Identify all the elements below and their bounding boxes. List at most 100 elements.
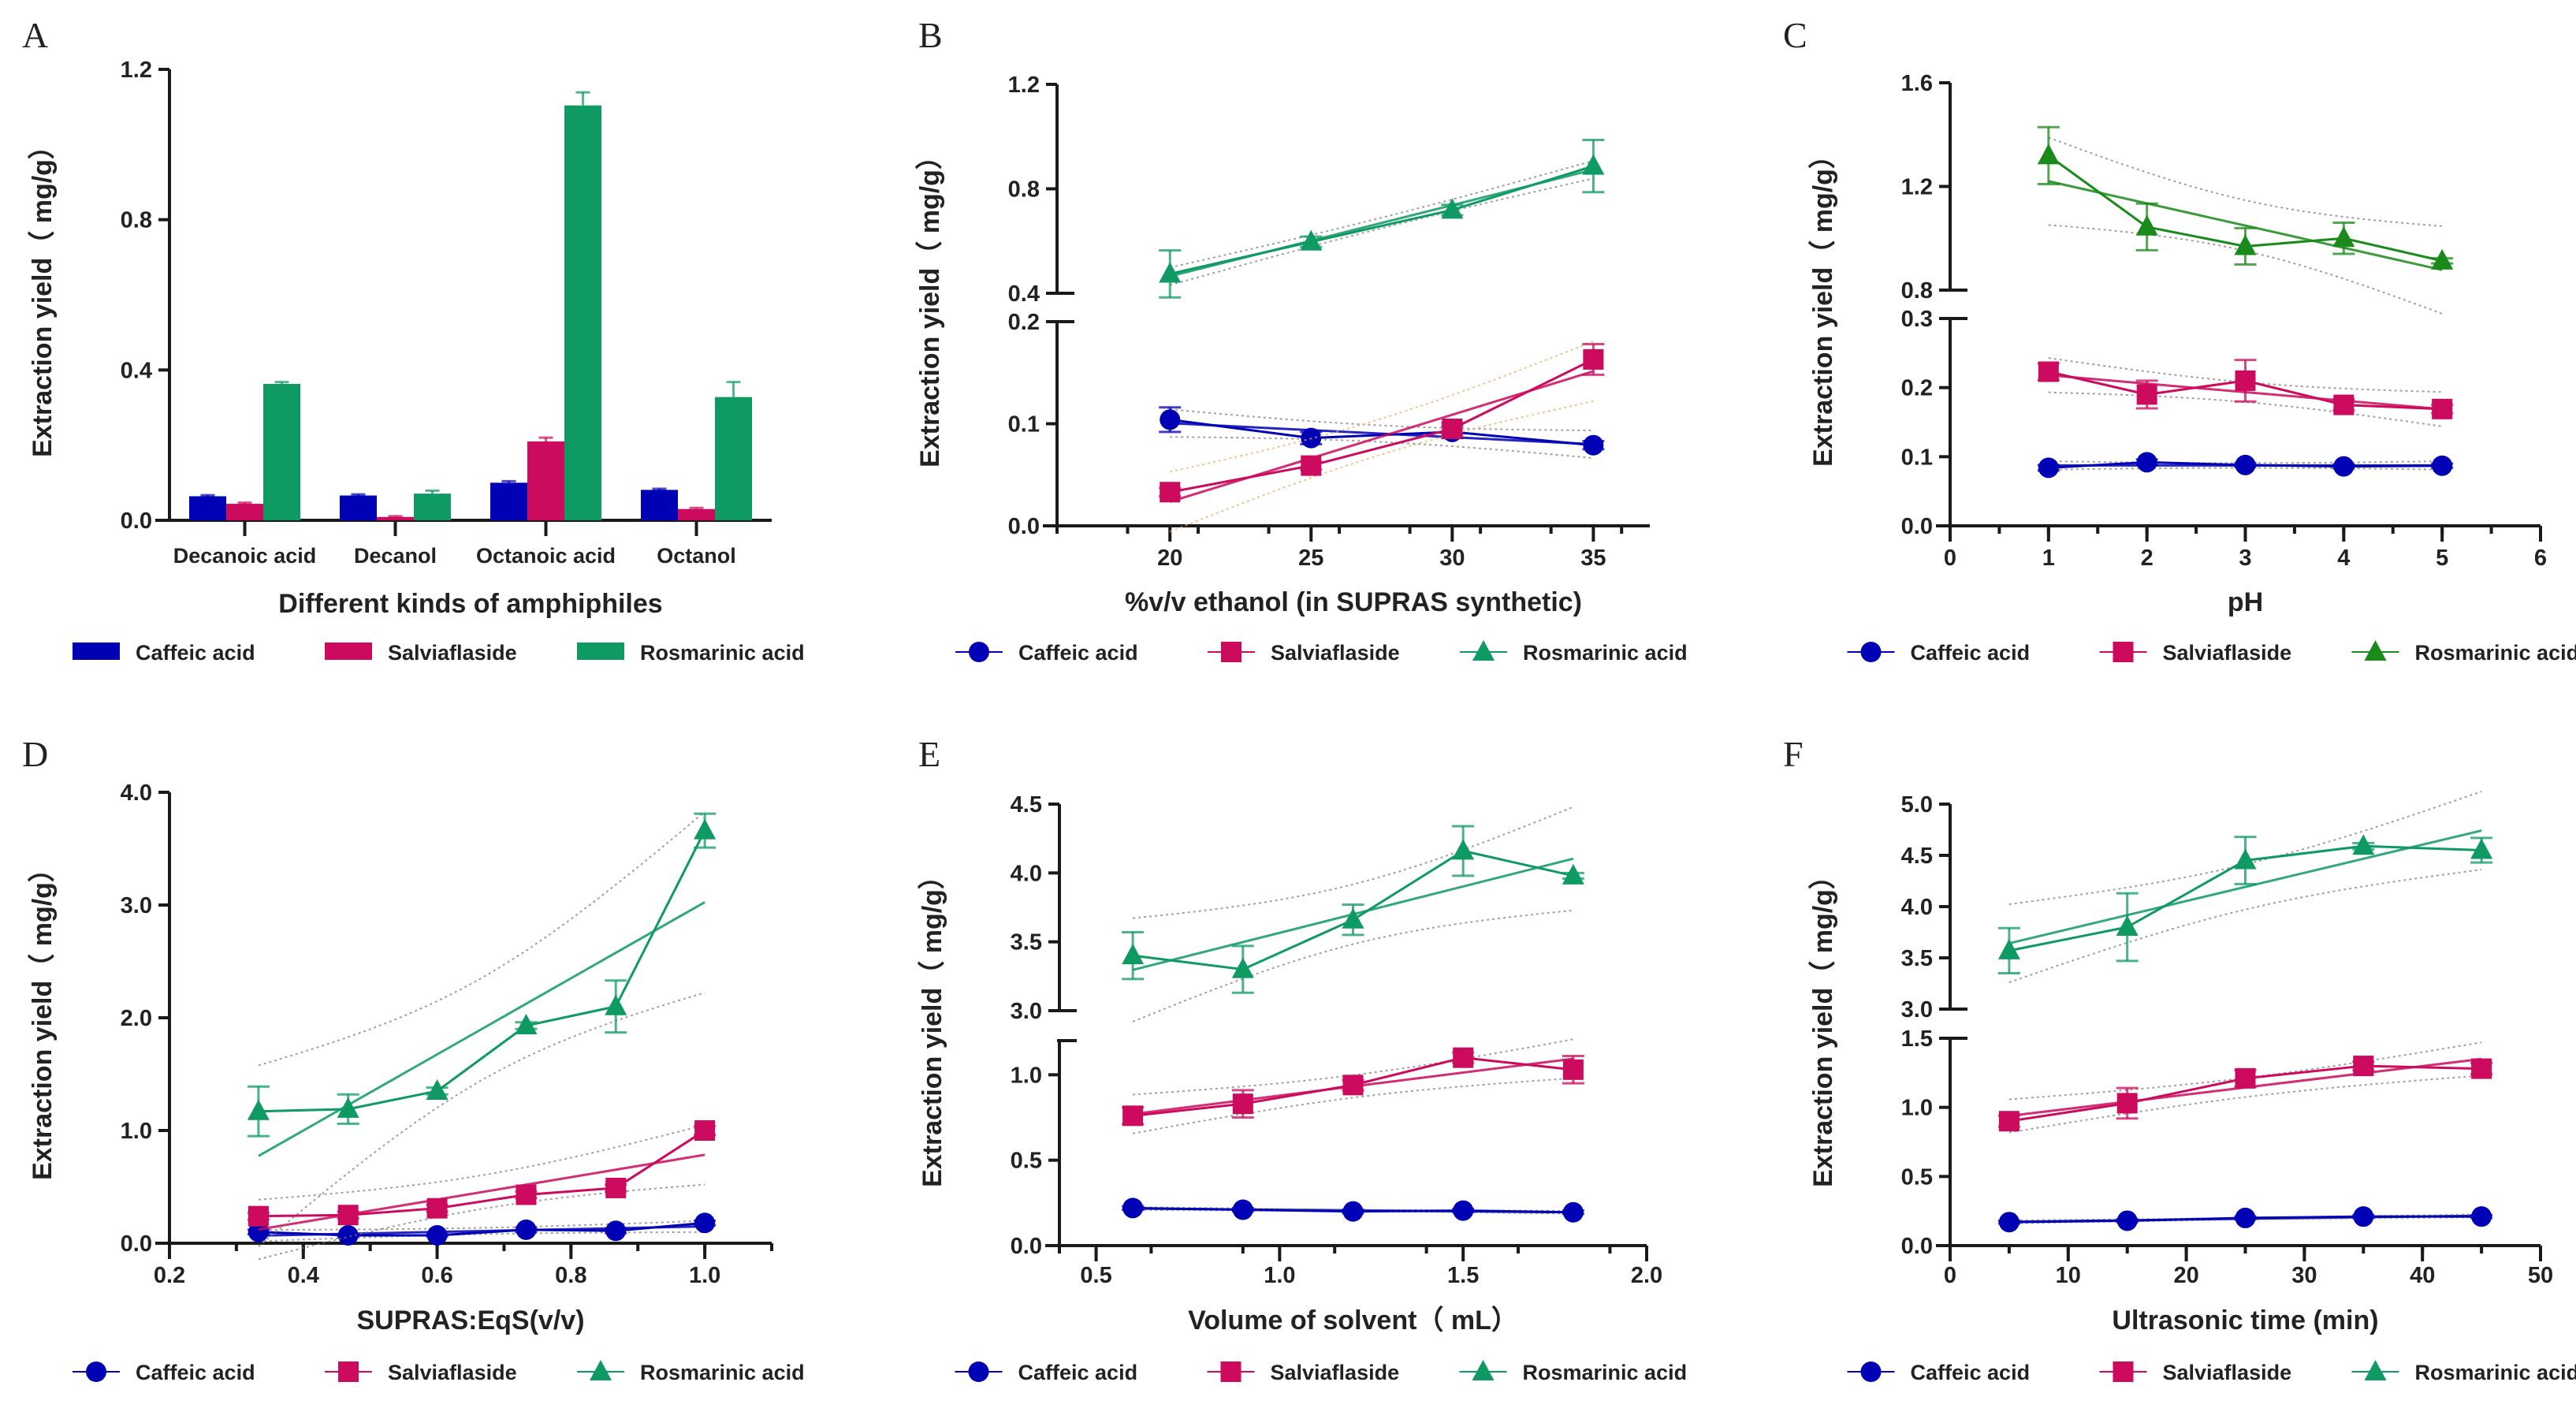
series-caffeic-acid [2037, 452, 2454, 479]
legend-item-caffeic-acid: Caffeic acid [955, 641, 1138, 665]
data-point [2116, 1093, 2138, 1114]
data-point [1583, 348, 1604, 370]
x-tick-label: 10 [2056, 1263, 2081, 1288]
x-tick-label: 0 [1944, 1263, 1956, 1288]
y-axis-title: Extraction yield（ mg/g） [27, 132, 58, 457]
legend-item-salviaflaside: Salviaflaside [325, 641, 517, 665]
confidence-band [258, 810, 705, 1067]
data-point [2470, 838, 2493, 859]
bar-salviaflaside [527, 441, 564, 520]
legend-label: Salviaflaside [1271, 1361, 1400, 1384]
x-axis-title: SUPRAS:EqS(v/v) [356, 1306, 584, 1335]
data-point [515, 1014, 538, 1035]
y-tick-label: 3.0 [1901, 997, 1933, 1022]
data-point [2333, 456, 2355, 477]
series-salviaflaside [247, 1120, 717, 1261]
y-tick-label: 0.0 [121, 1231, 152, 1257]
data-point [516, 1219, 537, 1240]
data-point [2432, 398, 2453, 419]
legend-item-rosmarinic-acid: Rosmarinic acid [577, 641, 805, 665]
x-tick-label: 0 [1944, 546, 1956, 571]
data-point [1122, 1198, 1144, 1219]
x-tick-label: 3 [2239, 546, 2251, 571]
confidence-band [1132, 1077, 1573, 1134]
y-tick-label: 0.8 [1008, 177, 1040, 203]
series-line [258, 829, 706, 1113]
x-tick-label: 35 [1580, 546, 1606, 571]
data-point [1453, 1047, 1474, 1068]
data-point [2136, 384, 2157, 405]
legend-marker [1472, 640, 1495, 661]
legend-swatch [73, 643, 120, 660]
axes: 0.0 0.1 0.2 0.4 0.8 1.2 20 25 30 35 [1008, 73, 1650, 571]
x-tick-label: 25 [1298, 546, 1323, 571]
confidence-band [1169, 400, 1594, 533]
data-point [1342, 1201, 1364, 1222]
data-point [2333, 394, 2355, 415]
data-point [1232, 1093, 1253, 1115]
x-tick-label: 2 [2141, 546, 2153, 571]
confidence-band [2048, 136, 2443, 227]
confidence-band [1133, 806, 1574, 919]
data-point [1583, 434, 1604, 456]
data-point [1452, 839, 1475, 860]
bar-rosmarinic-acid [564, 105, 601, 520]
y-tick-label: 0.0 [1011, 1234, 1042, 1259]
data-point [2353, 1056, 2374, 1077]
x-axis-title: %v/v ethanol (in SUPRAS synthetic) [1125, 587, 1582, 617]
data-point [1998, 1212, 2019, 1233]
panel-b: B Extraction yield（ mg/g） %v/v ethanol (in… [914, 15, 1688, 665]
legend-item-caffeic-acid: Caffeic acid [73, 641, 255, 665]
legend-label: Caffeic acid [1018, 641, 1138, 665]
y-axis-title: Extraction yield（ mg/g） [27, 855, 58, 1180]
data-point [2352, 834, 2375, 855]
y-tick-label: 3.0 [1011, 999, 1042, 1024]
legend-label: Salviaflaside [388, 1361, 517, 1384]
legend-label: Salviaflaside [2163, 1361, 2292, 1384]
data-point [248, 1205, 269, 1227]
panel-label: B [918, 15, 943, 55]
legend-label: Salviaflaside [2163, 641, 2292, 665]
data-point [2037, 143, 2060, 165]
data-point [2234, 234, 2257, 255]
bar-caffeic-acid [340, 495, 377, 520]
data-point [2431, 248, 2454, 270]
data-point [337, 1097, 359, 1118]
series-salviaflaside [1159, 341, 1605, 533]
data-point [2432, 455, 2453, 476]
legend-label: Rosmarinic acid [1523, 1361, 1688, 1384]
legend-marker [1860, 642, 1882, 662]
x-tick-label: 0.4 [288, 1263, 319, 1288]
bar-salviaflaside [377, 516, 414, 520]
legend-item-salviaflaside: Salviaflaside [2099, 1361, 2292, 1384]
x-tick-label: 0.8 [555, 1263, 586, 1288]
data-point [426, 1198, 448, 1219]
x-axis-title: Volume of solvent（ mL） [1188, 1305, 1518, 1335]
series-line [258, 1129, 705, 1218]
x-tick-label: 5 [2436, 546, 2448, 571]
panel-label: C [1783, 15, 1807, 55]
y-tick-label: 0.0 [121, 508, 152, 534]
x-tick-label: 0.6 [421, 1263, 452, 1288]
data-point [694, 1212, 716, 1234]
y-tick-label: 3.0 [121, 893, 152, 918]
data-point [1342, 1075, 1364, 1096]
data-point [605, 1220, 627, 1242]
legend-item-rosmarinic-acid: Rosmarinic acid [1459, 1360, 1688, 1384]
legend-item-salviaflaside: Salviaflaside [1207, 1361, 1400, 1384]
x-tick-label: 30 [1439, 546, 1465, 571]
bar-salviaflaside [226, 504, 263, 520]
series-line [1170, 418, 1594, 447]
data-point [2235, 1207, 2256, 1228]
legend-marker [590, 1360, 612, 1380]
legend-label: Caffeic acid [136, 641, 255, 665]
legend-marker [2113, 1361, 2134, 1382]
legend-item-rosmarinic-acid: Rosmarinic acid [577, 1360, 805, 1384]
y-tick-label: 5.0 [1901, 792, 1933, 818]
data-point [694, 1120, 716, 1141]
legend-label: Rosmarinic acid [2415, 1361, 2576, 1384]
series-caffeic-acid [1159, 406, 1605, 460]
data-point [426, 1224, 448, 1246]
confidence-band [2048, 357, 2443, 393]
